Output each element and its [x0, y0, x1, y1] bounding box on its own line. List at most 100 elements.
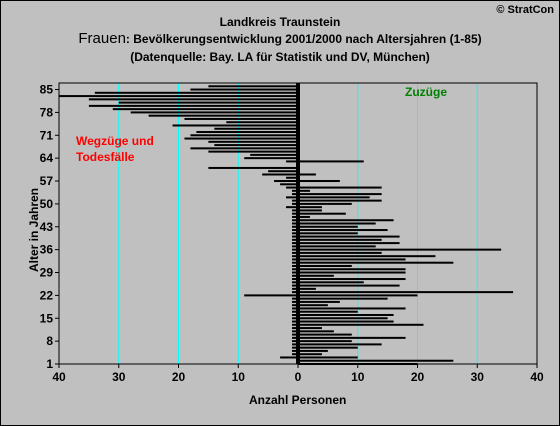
bar [130, 111, 298, 114]
bar [184, 117, 298, 120]
bar [298, 160, 364, 163]
bar [298, 359, 454, 362]
bar [292, 327, 298, 330]
bar [298, 219, 394, 222]
bar [298, 297, 388, 300]
bar [298, 271, 406, 274]
bar [298, 258, 406, 261]
bar [298, 248, 502, 251]
y-tick-label: 8 [46, 334, 53, 348]
bar [298, 199, 382, 202]
y-tick-label: 36 [40, 243, 54, 257]
bar [292, 320, 298, 323]
bar [298, 235, 400, 238]
bar [298, 284, 400, 287]
bar [292, 258, 298, 261]
bar [88, 104, 298, 107]
bar [292, 235, 298, 238]
bar [298, 186, 382, 189]
outflow-label-line2: Todesfälle [76, 150, 135, 164]
bar [298, 333, 352, 336]
bar [292, 212, 298, 215]
bar [298, 215, 310, 218]
bar [298, 189, 310, 192]
bar [292, 349, 298, 352]
bar [292, 310, 298, 313]
bar [292, 199, 298, 202]
bar [298, 238, 382, 241]
bar [298, 193, 382, 196]
bar [298, 340, 352, 343]
bar [292, 323, 298, 326]
bar [286, 186, 298, 189]
bar [298, 300, 340, 303]
bar [298, 212, 346, 215]
bar [298, 323, 424, 326]
bar [292, 202, 298, 205]
bar [214, 127, 298, 130]
bar [190, 88, 298, 91]
bar [184, 137, 298, 140]
y-tick-label: 50 [40, 197, 54, 211]
bar [280, 356, 298, 359]
bar [286, 206, 298, 209]
bar [292, 307, 298, 310]
y-tick-label: 22 [40, 288, 54, 302]
bar [298, 327, 322, 330]
x-tick-label: 20 [411, 370, 425, 384]
bar [292, 284, 298, 287]
bar [292, 209, 298, 212]
bar [292, 219, 298, 222]
bar [214, 144, 298, 147]
bar [292, 261, 298, 264]
bar [298, 264, 352, 267]
y-axis-label: Alter in Jahren [27, 187, 41, 273]
bar [298, 317, 388, 320]
bar [292, 268, 298, 271]
bar [262, 173, 298, 176]
bar [298, 336, 406, 339]
bar [298, 206, 322, 209]
bar [292, 343, 298, 346]
bar [190, 134, 298, 137]
bar [298, 320, 394, 323]
bar [292, 274, 298, 277]
bar [292, 340, 298, 343]
axes [58, 82, 538, 365]
title-prefix: Frauen [78, 30, 126, 47]
bar [59, 95, 298, 98]
bar [286, 160, 298, 163]
bar [292, 291, 298, 294]
bar [292, 304, 298, 307]
bar [208, 150, 298, 153]
bar [292, 300, 298, 303]
bar [274, 180, 298, 183]
bar [280, 183, 298, 186]
x-tick-label: 30 [471, 370, 485, 384]
x-tick-label: 20 [172, 370, 186, 384]
bar [298, 294, 418, 297]
bar [298, 278, 406, 281]
bar [118, 101, 298, 104]
x-tick-label: 10 [232, 370, 246, 384]
bar [298, 313, 394, 316]
bar [292, 333, 298, 336]
bar [190, 147, 298, 150]
bar [148, 114, 298, 117]
x-axis-label: Anzahl Personen [249, 393, 347, 407]
bar [250, 153, 298, 156]
x-tick-label: 10 [351, 370, 365, 384]
bar [298, 222, 376, 225]
y-tick-label: 71 [40, 128, 54, 142]
bar [292, 271, 298, 274]
x-tick-label: 30 [112, 370, 126, 384]
bar [298, 291, 514, 294]
bar [298, 202, 352, 205]
bar [292, 281, 298, 284]
bar [196, 131, 298, 134]
bar [226, 121, 298, 124]
x-tick-label: 40 [530, 370, 544, 384]
bar [298, 274, 334, 277]
